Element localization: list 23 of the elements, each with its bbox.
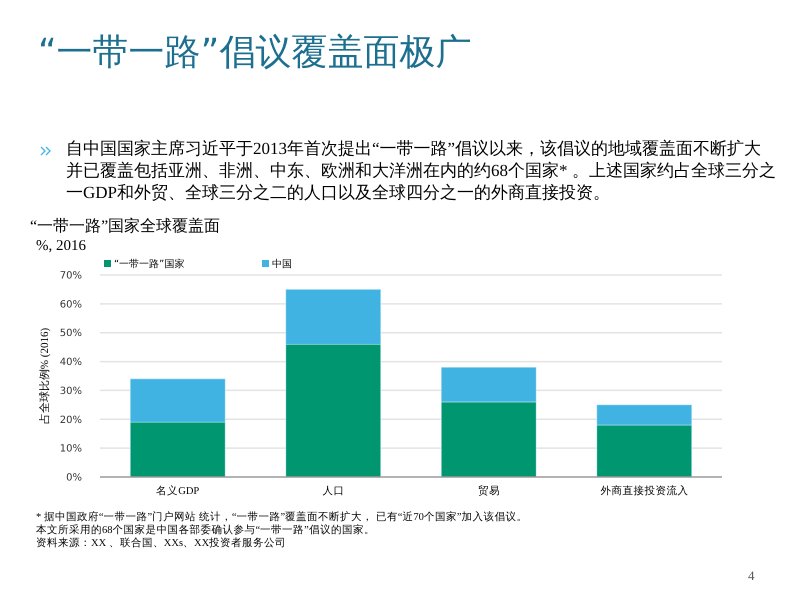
- y-tick-label: 40%: [60, 357, 82, 368]
- text: 资料来源：XX 、联合国、XXs、XX投资者服务公司: [36, 536, 286, 550]
- text: 本文所采用的68个国家是中国各部委确认参与“一带一路”倡议的国家。: [36, 523, 375, 537]
- text: %, 2016: [36, 238, 86, 255]
- y-tick-label: 70%: [60, 270, 82, 282]
- y-tick-label: 10%: [60, 444, 82, 455]
- x-tick-label: 人口: [322, 485, 344, 497]
- y-tick-label: 60%: [60, 299, 82, 310]
- legend-label: “一带一路”国家: [114, 258, 184, 270]
- y-axis-title: 占全球比例% (2016): [38, 328, 51, 424]
- chart-title: “一带一路”倡议覆盖面极广: [38, 31, 472, 75]
- text: * 据中国政府“一带一路”门户网站 统计，“一带一路”覆盖面不断扩大， 已有“近70个国家”加入该倡议。: [36, 510, 528, 524]
- text: “一带一路”国家全球覆盖面: [30, 216, 220, 237]
- legend-label: 中国: [272, 258, 292, 270]
- chart-subtitle: 自中国国家主席习近平于2013年首次提出“一带一路”倡议以来，该倡议的地域覆盖面不断扩大并已覆盖包括亚洲、非洲、中东、欧洲和大洋洲在内的约68个国家* 。上述国家约占全球三分之一GDP和外贸、全球三分之二的人口以及全球四分之一的外商直接投资。: [66, 138, 777, 204]
- y-tick-label: 50%: [60, 328, 82, 340]
- x-tick-label: 贸易: [478, 484, 500, 497]
- y-tick-label: 0%: [66, 472, 82, 484]
- x-tick-label: 外商直接投资流入: [600, 484, 688, 497]
- y-tick-label: 30%: [60, 386, 82, 397]
- x-tick-label: 名义GDP: [156, 484, 200, 497]
- y-tick-label: 20%: [60, 414, 82, 426]
- text: 4: [748, 568, 754, 584]
